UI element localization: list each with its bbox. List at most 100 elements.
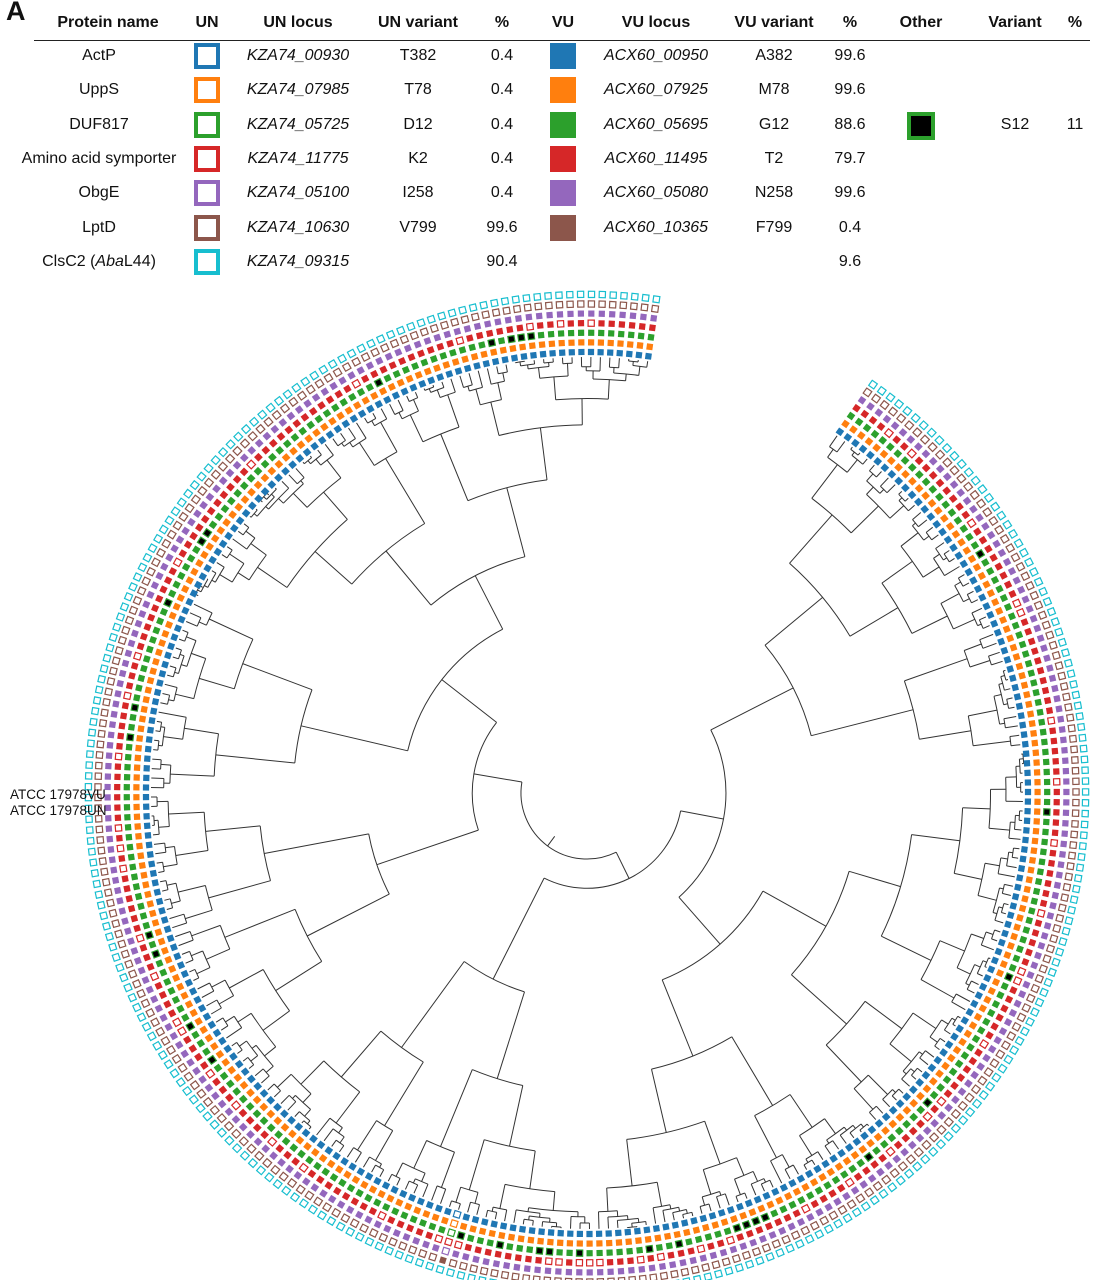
ring-marker-actp (933, 1055, 943, 1065)
ring-marker-upps (135, 832, 142, 840)
ring-marker-upps (1016, 914, 1024, 922)
ring-marker-actp (943, 535, 953, 545)
ring-marker-clsc2 (978, 1089, 989, 1101)
ring-marker-duf817 (196, 1039, 206, 1048)
ring-marker-clsc2 (233, 431, 244, 442)
tree-branch (250, 543, 267, 556)
tree-branch (762, 890, 827, 927)
ring-marker-amino-acid-symporter (792, 1209, 801, 1218)
ring-marker-amino-acid-symporter (324, 1181, 333, 1190)
ring-marker-actp (197, 1003, 207, 1013)
protein-name-text: ActP (82, 47, 116, 64)
ring-marker-duf817 (732, 1223, 742, 1233)
ring-marker-actp (193, 995, 202, 1004)
tree-branch (789, 514, 833, 564)
ring-marker-clsc2 (1078, 733, 1087, 742)
tree-branch-arc (353, 1147, 362, 1154)
ring-marker-upps (946, 1053, 956, 1063)
ring-marker-upps (967, 554, 977, 564)
tree-branch (205, 825, 261, 832)
ring-marker-actp (813, 1164, 822, 1174)
ring-marker-clsc2 (935, 1138, 947, 1150)
ring-marker-amino-acid-symporter (707, 1242, 715, 1251)
ring-marker-upps (209, 1041, 219, 1051)
tree-branch (811, 464, 838, 499)
ring-marker-clsc2 (183, 488, 194, 499)
ring-marker-clsc2 (895, 1175, 906, 1186)
ring-marker-lptd (121, 625, 131, 636)
ring-marker-obge (1040, 932, 1049, 940)
ring-marker-amino-acid-symporter (1039, 899, 1048, 908)
ring-marker-clsc2 (1077, 852, 1086, 862)
tree-branch (467, 1202, 471, 1213)
ring-marker-duf817 (266, 1123, 276, 1133)
ring-marker-clsc2 (90, 868, 100, 878)
ring-marker-amino-acid-symporter (984, 544, 993, 554)
ring-marker-lptd (1055, 913, 1065, 923)
ring-marker-upps (227, 1065, 237, 1075)
tree-branch (477, 370, 483, 388)
ring-marker-actp (260, 487, 270, 496)
tree-branch-arc (337, 439, 346, 447)
tree-branch (494, 1212, 498, 1220)
ring-marker-upps (405, 374, 414, 383)
ring-marker-duf817 (418, 1218, 428, 1228)
ring-marker-duf817 (260, 459, 270, 469)
ring-marker-clsc2 (92, 696, 102, 705)
ring-marker-lptd (209, 1104, 221, 1116)
ring-marker-obge (246, 1130, 255, 1139)
ring-marker-amino-acid-symporter (828, 1189, 837, 1198)
ring-marker-clsc2 (102, 653, 112, 663)
ring-marker-upps (597, 339, 605, 346)
tree-branch-arc (426, 1140, 455, 1153)
tree-branch (301, 1120, 305, 1124)
ring-marker-lptd (279, 403, 291, 414)
ring-marker-lptd (94, 793, 102, 802)
ring-marker-upps (730, 1215, 738, 1223)
ring-marker-lptd (146, 566, 156, 577)
ring-marker-clsc2 (1050, 617, 1061, 627)
ring-marker-lptd (166, 529, 177, 540)
ring-marker-clsc2 (522, 293, 531, 303)
un-percent-cell: 0.4 (490, 81, 514, 99)
tree-branch (485, 1210, 489, 1218)
tree-branch (156, 861, 163, 864)
ring-marker-actp (1000, 646, 1009, 655)
tree-branch (652, 1207, 657, 1224)
ring-marker-lptd (106, 676, 116, 686)
ring-marker-actp (1022, 836, 1029, 844)
ring-marker-amino-acid-symporter (114, 773, 121, 781)
vu-variant-cell: A382 (755, 47, 793, 64)
ring-marker-lptd (305, 384, 316, 395)
ring-marker-lptd (295, 1184, 306, 1195)
vu-locus-cell: ACX60_05080 (603, 184, 709, 202)
tree-branch (220, 1025, 229, 1031)
ring-marker-amino-acid-symporter (276, 432, 286, 441)
ring-marker-duf817 (206, 1054, 218, 1066)
ring-marker-duf817 (535, 1246, 544, 1255)
ring-marker-obge (915, 1133, 925, 1143)
ring-marker-duf817 (1039, 848, 1047, 856)
ring-marker-obge (124, 927, 132, 935)
ring-marker-actp (177, 615, 186, 624)
tree-branch (925, 526, 934, 533)
ring-marker-obge (514, 314, 523, 323)
tree-branch (167, 674, 174, 678)
ring-marker-duf817 (900, 456, 910, 465)
ring-marker-lptd (577, 300, 585, 308)
ring-marker-lptd (165, 1044, 177, 1056)
ring-marker-amino-acid-symporter (868, 415, 878, 425)
ring-marker-duf817 (339, 398, 348, 407)
ring-marker-amino-acid-symporter (1004, 995, 1014, 1004)
ring-marker-duf817 (186, 554, 196, 563)
ring-marker-actp (158, 906, 166, 915)
ring-marker-lptd (1038, 964, 1049, 974)
ring-marker-actp (161, 660, 169, 669)
ring-marker-obge (597, 1269, 604, 1276)
tree-branch (1006, 697, 1013, 700)
ring-marker-obge (986, 530, 996, 540)
tree-branch (912, 522, 916, 527)
tree-branch (307, 1120, 311, 1125)
ring-marker-clsc2 (84, 793, 93, 802)
ring-marker-clsc2 (307, 1204, 319, 1215)
